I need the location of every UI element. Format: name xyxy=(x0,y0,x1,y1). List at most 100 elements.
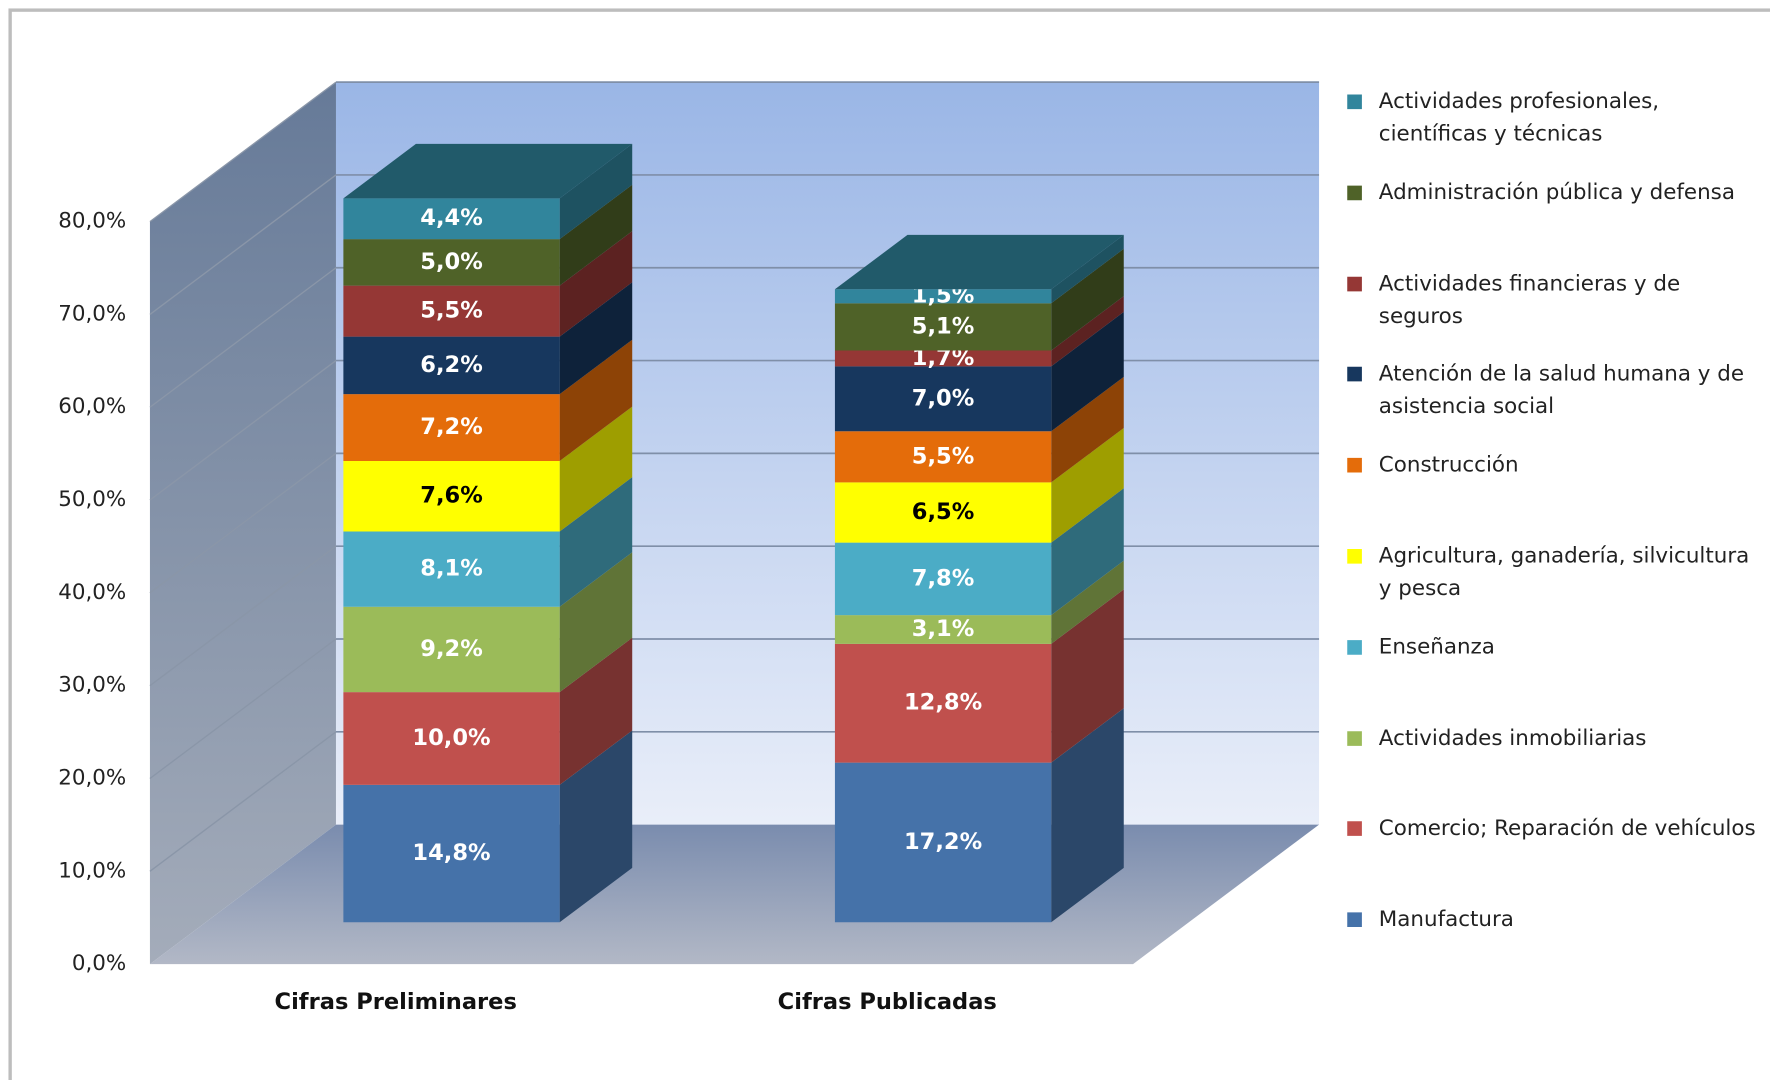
data-label: 6,2% xyxy=(420,352,483,378)
bar xyxy=(834,762,1052,923)
bar-side xyxy=(1051,708,1124,923)
legend-item: Enseñanza xyxy=(1347,631,1766,664)
y-tick-label: 60,0% xyxy=(58,394,126,419)
legend-item: Manufactura xyxy=(1347,904,1766,937)
legend-swatch xyxy=(1347,185,1362,201)
bar xyxy=(343,336,560,395)
y-tick-label: 30,0% xyxy=(58,673,126,698)
bar xyxy=(834,350,1052,367)
legend-swatch xyxy=(1347,821,1362,837)
grid-line xyxy=(149,81,337,223)
grid-line xyxy=(149,267,337,408)
bar xyxy=(834,615,1052,644)
bar xyxy=(343,531,560,607)
frame xyxy=(8,8,1770,1080)
bar-side xyxy=(1051,311,1124,432)
bar xyxy=(834,431,1052,483)
data-label: 5,5% xyxy=(912,443,975,469)
bar-side xyxy=(559,730,633,923)
data-label: 6,5% xyxy=(912,499,975,525)
bar-side xyxy=(559,406,633,532)
bar-side xyxy=(559,339,633,461)
legend-item: Agricultura, ganadería, silvicultura y p… xyxy=(1347,540,1766,605)
legend-item: Actividades financieras y de seguros xyxy=(1347,267,1766,332)
legend-label: Actividades profesionales, científicas y… xyxy=(1378,88,1660,147)
bar xyxy=(343,606,560,693)
bar-side xyxy=(1051,488,1124,616)
grid-line xyxy=(149,174,337,315)
data-label: 17,2% xyxy=(904,829,982,855)
legend-swatch xyxy=(1347,912,1362,928)
bar xyxy=(343,460,560,532)
data-label: 7,0% xyxy=(912,385,975,411)
legend-label: Actividades financieras y de seguros xyxy=(1378,270,1681,329)
legend-swatch xyxy=(1347,549,1362,564)
legend-label: Actividades inmobiliarias xyxy=(1378,725,1647,750)
bar xyxy=(343,692,560,785)
legend-label: Atención de la salud humana y de asisten… xyxy=(1378,361,1745,419)
legend-swatch xyxy=(1347,94,1362,110)
bar-side xyxy=(559,637,633,785)
y-tick-label: 70,0% xyxy=(58,301,126,326)
bar-side xyxy=(1051,589,1124,763)
legend-label: Administración pública y defensa xyxy=(1378,179,1735,205)
bar-side xyxy=(1051,560,1124,644)
y-tick-label: 20,0% xyxy=(58,766,126,791)
grid-line xyxy=(149,452,337,594)
data-label: 14,8% xyxy=(412,840,490,866)
bar-top xyxy=(343,143,633,199)
data-label: 7,8% xyxy=(912,565,975,591)
grid-line xyxy=(149,545,337,687)
y-tick-label: 40,0% xyxy=(58,580,126,605)
bar xyxy=(343,198,560,240)
x-tick-label: Cifras Preliminares xyxy=(275,989,517,1015)
data-label: 12,8% xyxy=(904,690,982,716)
bar xyxy=(343,784,560,923)
bar-side xyxy=(559,143,633,240)
bar-top xyxy=(834,234,1124,290)
data-label: 7,2% xyxy=(420,414,483,440)
legend-item: Actividades inmobiliarias xyxy=(1347,722,1766,755)
legend-item: Administración pública y defensa xyxy=(1347,176,1766,209)
bar xyxy=(834,542,1052,616)
data-label: 5,1% xyxy=(912,313,975,339)
bar xyxy=(834,643,1052,763)
bar xyxy=(343,394,560,461)
x-tick-label: Cifras Publicadas xyxy=(778,989,997,1015)
legend-label: Manufactura xyxy=(1378,906,1514,932)
data-label: 9,2% xyxy=(420,636,483,662)
legend-item: Atención de la salud humana y de asisten… xyxy=(1347,358,1766,423)
grid-line xyxy=(149,360,337,501)
bar-side xyxy=(1051,427,1124,543)
bar-side xyxy=(559,552,633,693)
grid-line xyxy=(149,638,337,780)
bar xyxy=(834,289,1052,304)
bar-side xyxy=(559,282,633,395)
y-tick-label: 0,0% xyxy=(72,951,126,976)
bar-side xyxy=(1051,296,1124,367)
legend-swatch xyxy=(1347,730,1362,746)
legend-item: Comercio; Reparación de vehículos xyxy=(1347,813,1766,846)
bar-side xyxy=(559,477,633,607)
legend-item: Construcción xyxy=(1347,449,1766,482)
bar xyxy=(834,366,1052,432)
bar xyxy=(343,239,560,286)
data-label: 10,0% xyxy=(412,725,490,751)
data-label: 8,1% xyxy=(420,556,483,582)
legend-swatch xyxy=(1347,458,1362,473)
bar-side xyxy=(1051,234,1124,304)
bar-side xyxy=(1051,248,1124,351)
floor xyxy=(149,824,1320,965)
y-tick-label: 80,0% xyxy=(58,209,126,234)
bar xyxy=(343,285,560,337)
legend-swatch xyxy=(1347,367,1362,382)
data-label: 5,5% xyxy=(420,298,483,324)
legend-swatch xyxy=(1347,276,1362,291)
data-label: 4,4% xyxy=(420,205,483,231)
legend-label: Construcción xyxy=(1378,452,1519,478)
legend-label: Comercio; Reparación de vehículos xyxy=(1378,816,1756,841)
y-tick-label: 50,0% xyxy=(58,487,126,512)
data-label: 5,0% xyxy=(420,249,483,275)
